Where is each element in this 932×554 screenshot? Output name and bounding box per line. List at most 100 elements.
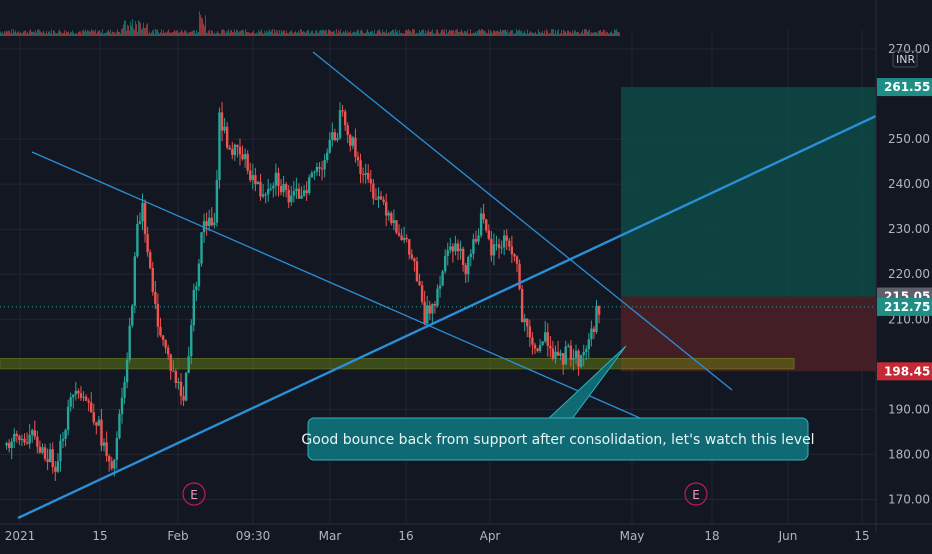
earnings-marker[interactable]: E (684, 482, 708, 506)
price-tick-label: 250.00 (888, 132, 930, 146)
volume-bar (199, 11, 200, 36)
volume-bar (163, 30, 164, 36)
candle-body (125, 359, 129, 383)
volume-bar (242, 29, 243, 36)
candle-body (95, 422, 98, 426)
candle-body (428, 305, 431, 314)
volume-bar (484, 30, 485, 36)
volume-bar (9, 31, 10, 36)
volume-bar (401, 32, 402, 36)
volume-bar (480, 30, 481, 36)
volume-bar (151, 32, 152, 36)
volume-bar (616, 29, 617, 36)
volume-bar (543, 33, 544, 36)
volume-bar (4, 31, 5, 36)
volume-bar (187, 33, 188, 36)
volume-bar (99, 30, 100, 36)
volume-bar (357, 29, 358, 36)
volume-bar (525, 33, 526, 36)
currency-badge (892, 50, 918, 68)
volume-bar (234, 29, 235, 36)
time-axis[interactable]: 2021 15 Feb 09:30 Mar 16 Apr May 18 Jun 15 (0, 523, 932, 543)
candle-body (269, 188, 272, 190)
trendline-descending-lower (31, 151, 673, 433)
volume-bar (492, 33, 493, 36)
earnings-marker-label: E (190, 488, 198, 502)
volume-bar (149, 31, 150, 36)
volume-bar (360, 30, 361, 36)
volume-bar (363, 33, 364, 36)
callout-annotation[interactable]: Good bounce back from support after cons… (301, 345, 815, 461)
candle-body (290, 195, 293, 203)
candle-body (382, 199, 385, 203)
volume-bar (75, 33, 76, 36)
volume-bar (240, 31, 241, 36)
volume-bar (224, 30, 225, 36)
volume-bar (510, 30, 511, 36)
volume-bar (452, 30, 453, 36)
volume-bar (174, 29, 175, 36)
volume-bar (576, 32, 577, 36)
candle-body (131, 305, 134, 326)
volume-bar (597, 33, 598, 36)
volume-bar (239, 31, 240, 36)
volume-bar (426, 33, 427, 36)
volume-bar (436, 29, 437, 36)
volume-bar (184, 30, 185, 36)
volume-bar (270, 32, 271, 36)
candle-body (308, 177, 311, 193)
volume-bar (176, 30, 177, 36)
volume-bar (427, 31, 428, 36)
volume-bar (406, 29, 407, 36)
volume-bar (269, 29, 270, 36)
candle-body (459, 248, 462, 252)
volume-bar (461, 29, 462, 36)
volume-bar (182, 31, 183, 36)
volume-bar (503, 30, 504, 36)
volume-bar (553, 29, 554, 36)
candle-body (569, 345, 573, 360)
volume-bar (197, 32, 198, 36)
volume-bar (449, 29, 450, 36)
volume-bar (430, 31, 431, 36)
volume-bar (526, 33, 527, 36)
volume-bar (126, 30, 127, 36)
volume-bar (300, 29, 301, 36)
candle-body (264, 194, 267, 196)
candle-body (318, 166, 321, 169)
volume-bar (606, 31, 607, 36)
volume-bar (47, 33, 48, 36)
earnings-marker[interactable]: E (182, 482, 206, 506)
volume-bar (125, 20, 126, 36)
volume-bar (245, 29, 246, 36)
volume-bar (374, 29, 375, 36)
volume-bar (535, 31, 536, 36)
volume-bar (387, 33, 388, 36)
volume-bar (365, 33, 366, 36)
candle-body (472, 239, 475, 254)
candle-body (567, 345, 570, 347)
volume-bar (367, 29, 368, 36)
volume-bar (121, 29, 122, 36)
volume-bar (27, 31, 28, 36)
volume-bar (594, 31, 595, 36)
volume-bar (614, 29, 615, 36)
callout-box[interactable] (307, 417, 809, 461)
volume-bar (259, 31, 260, 36)
volume-bar (59, 29, 60, 36)
volume-bar (51, 29, 52, 36)
time-tick-label: 15 (854, 529, 869, 543)
volume-bar (486, 33, 487, 36)
candle-body (115, 438, 119, 460)
price-axis[interactable]: INR 270.00250.00240.00230.00220.00210.00… (875, 0, 930, 532)
candle-body (33, 430, 36, 437)
volume-bar (607, 32, 608, 36)
volume-bar (398, 33, 399, 36)
volume-bar (98, 30, 99, 36)
volume-bar (589, 29, 590, 36)
volume-bar (2, 31, 3, 36)
volume-bar (175, 31, 176, 36)
